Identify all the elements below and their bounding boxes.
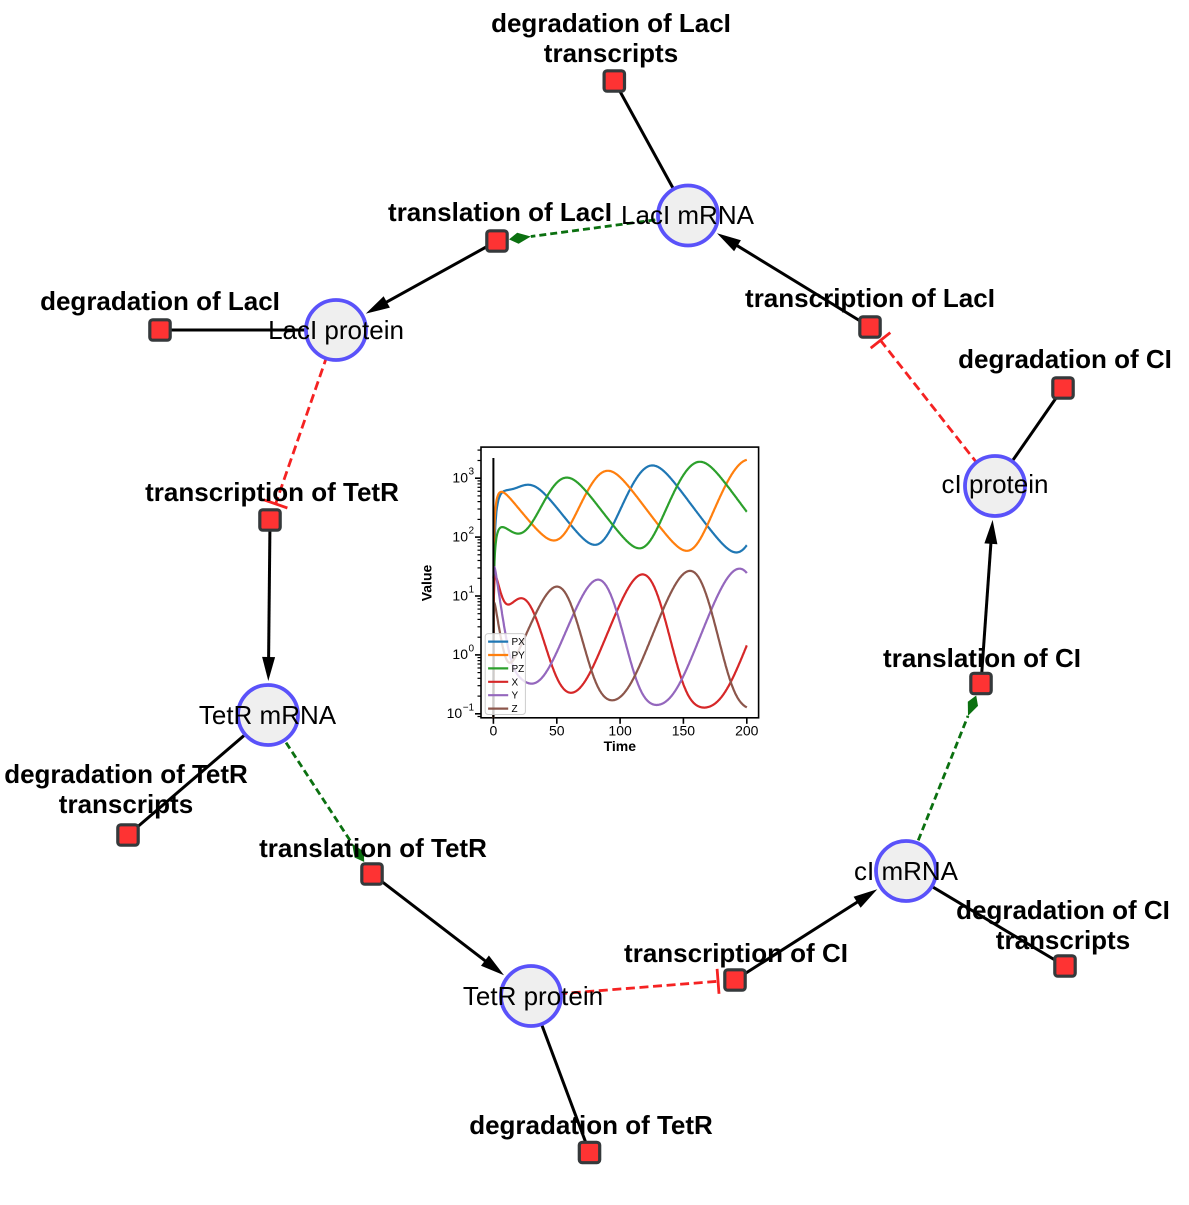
svg-text:10: 10 (452, 646, 468, 662)
svg-text:translation of LacI: translation of LacI (388, 197, 612, 227)
svg-text:100: 100 (608, 722, 632, 738)
svg-text:TetR protein: TetR protein (463, 981, 603, 1011)
svg-text:degradation of CI: degradation of CI (958, 344, 1172, 374)
svg-text:0: 0 (469, 643, 475, 654)
svg-text:2: 2 (469, 526, 475, 537)
svg-text:cI protein: cI protein (942, 469, 1049, 499)
svg-text:transcripts: transcripts (996, 925, 1130, 955)
svg-text:degradation of TetR: degradation of TetR (4, 759, 248, 789)
svg-text:10: 10 (452, 528, 468, 544)
svg-text:LacI mRNA: LacI mRNA (621, 200, 755, 230)
svg-text:Z: Z (512, 704, 518, 715)
svg-text:Value: Value (419, 565, 435, 602)
svg-text:transcripts: transcripts (544, 38, 678, 68)
svg-text:translation of TetR: translation of TetR (259, 833, 487, 863)
svg-text:TetR mRNA: TetR mRNA (199, 700, 337, 730)
svg-text:1: 1 (469, 585, 475, 596)
svg-text:degradation of LacI: degradation of LacI (491, 8, 731, 38)
svg-text:X: X (512, 677, 519, 688)
svg-text:cI mRNA: cI mRNA (854, 856, 959, 886)
svg-text:10: 10 (447, 705, 463, 721)
svg-text:transcription of LacI: transcription of LacI (745, 283, 995, 313)
svg-text:3: 3 (469, 467, 475, 478)
svg-text:Time: Time (604, 738, 637, 754)
svg-text:PZ: PZ (512, 664, 525, 675)
svg-text:PY: PY (512, 651, 526, 662)
svg-text:degradation of CI: degradation of CI (956, 895, 1170, 925)
svg-text:degradation of TetR: degradation of TetR (469, 1110, 713, 1140)
svg-text:LacI protein: LacI protein (268, 315, 404, 345)
svg-text:50: 50 (549, 722, 565, 738)
svg-text:0: 0 (490, 722, 498, 738)
svg-text:transcripts: transcripts (59, 789, 193, 819)
svg-text:10: 10 (452, 587, 468, 603)
svg-text:transcription of CI: transcription of CI (624, 938, 848, 968)
svg-text:Y: Y (512, 691, 519, 702)
svg-text:PX: PX (512, 637, 526, 648)
svg-text:−1: −1 (463, 702, 475, 713)
svg-text:degradation of LacI: degradation of LacI (40, 286, 280, 316)
svg-text:200: 200 (735, 722, 759, 738)
svg-text:10: 10 (452, 470, 468, 486)
svg-text:transcription of TetR: transcription of TetR (145, 477, 399, 507)
svg-text:translation of CI: translation of CI (883, 643, 1081, 673)
svg-text:150: 150 (672, 722, 696, 738)
